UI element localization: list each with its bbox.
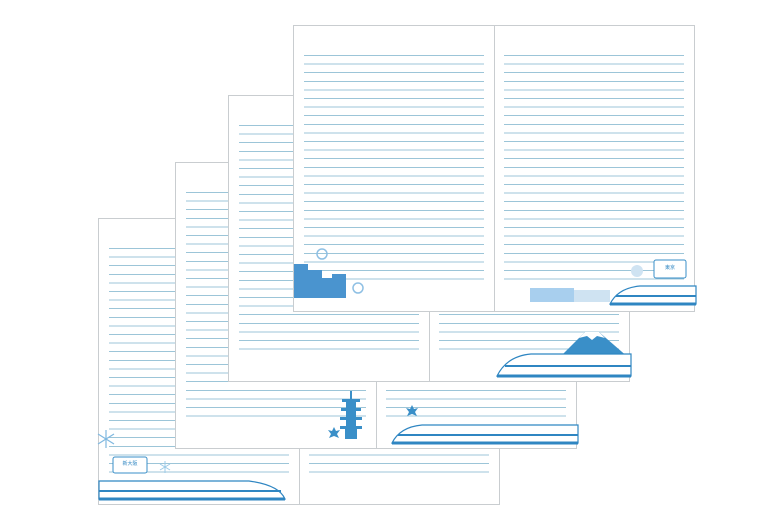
cherry-blossom-icon [316, 248, 328, 260]
maple-leaf-icon [406, 405, 418, 416]
shinkansen-train-icon [496, 353, 632, 378]
ruled-lines [504, 48, 684, 285]
city-buildings-icon [294, 264, 346, 298]
shinkansen-train-icon [98, 480, 286, 501]
shinkansen-train-icon [391, 424, 579, 445]
station-sign-icon: 東京 [653, 259, 687, 279]
svg-text:東京: 東京 [665, 264, 675, 271]
shinkansen-train-icon [609, 285, 697, 306]
mount-fuji-icon [559, 332, 629, 358]
snowflake-icon [97, 430, 115, 448]
ruled-lines [304, 48, 484, 285]
station-sign-icon: 新大阪 [112, 456, 148, 474]
letter-sheet-4: 東京 [293, 25, 697, 312]
snowflake-icon [159, 461, 171, 473]
cherry-blossom-icon [352, 282, 364, 294]
cherry-blossom-icon [631, 265, 643, 277]
svg-text:新大阪: 新大阪 [122, 460, 137, 467]
page-left [294, 26, 495, 311]
maple-leaf-icon [328, 427, 340, 438]
page-right [494, 26, 694, 311]
station-platform-icon [530, 288, 610, 302]
pagoda-icon [340, 391, 362, 439]
